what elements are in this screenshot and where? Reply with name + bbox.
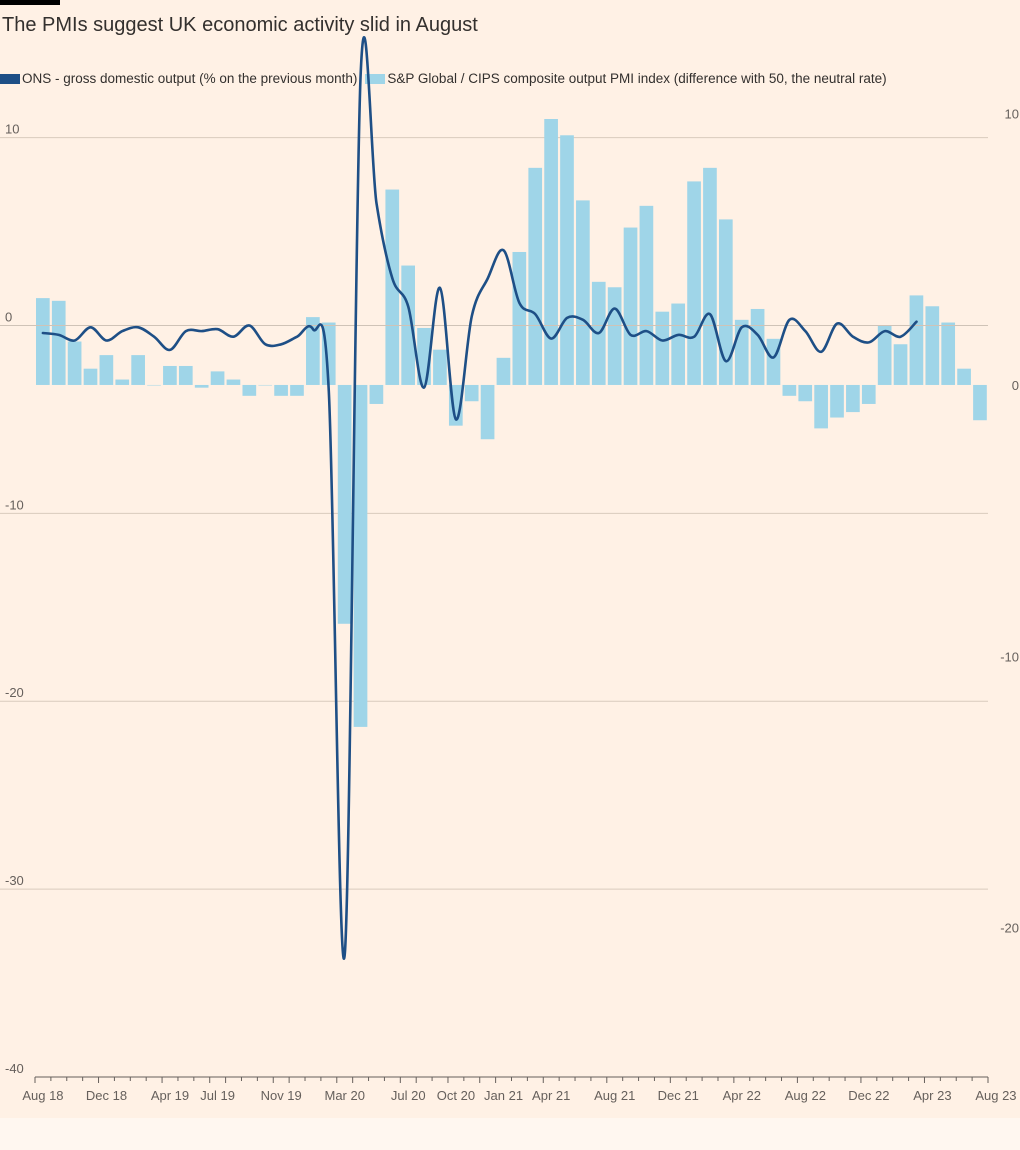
x-tick-label: Apr 21: [532, 1088, 570, 1103]
pmi-bar: [433, 349, 447, 385]
pmi-bar: [258, 384, 273, 386]
pmi-bar: [861, 384, 876, 404]
legend-item-gdp: ONS - gross domestic output (% on the pr…: [0, 71, 357, 86]
x-tick-label: Mar 20: [324, 1088, 364, 1103]
pmi-bar: [576, 200, 590, 385]
x-tick-label: Aug 22: [785, 1088, 826, 1103]
pmi-bar: [194, 384, 209, 388]
pmi-bar: [528, 167, 543, 385]
pmi-bar: [973, 384, 987, 421]
legend-label-gdp: ONS - gross domestic output (% on the pr…: [22, 71, 358, 86]
left-tick-label: -40: [5, 1061, 24, 1076]
pmi-bar: [687, 181, 701, 385]
pmi-bar: [337, 384, 352, 624]
pmi-bar: [163, 365, 177, 385]
right-tick-label: 0: [1012, 378, 1019, 393]
right-axis: 10 0 -10 -20: [1000, 107, 1019, 936]
pmi-bar: [639, 205, 654, 385]
x-tick-label: Dec 21: [658, 1088, 699, 1103]
pmi-bar: [496, 357, 511, 385]
left-tick-label: -10: [5, 497, 24, 512]
pmi-bar: [909, 295, 924, 385]
pmi-bar: [210, 371, 225, 385]
pmi-bar: [734, 319, 749, 385]
left-tick-label: -30: [5, 873, 24, 888]
pmi-bar: [830, 384, 844, 418]
brand-bar: [0, 0, 60, 5]
pmi-bar: [226, 379, 241, 385]
pmi-bar: [353, 384, 368, 727]
right-tick-label: -10: [1000, 649, 1019, 664]
gridlines: [0, 137, 988, 890]
x-tick-label: Apr 22: [723, 1088, 761, 1103]
x-tick-label: Apr 23: [913, 1088, 951, 1103]
legend-item-pmi: S&P Global / CIPS composite output PMI i…: [365, 71, 887, 86]
x-tick-label: Jul 19: [200, 1088, 235, 1103]
x-tick-label: Aug 21: [594, 1088, 635, 1103]
pmi-bar: [131, 355, 145, 385]
pmi-bar: [846, 384, 860, 413]
legend-swatch-pmi: [365, 73, 386, 84]
pmi-bar: [464, 384, 479, 402]
x-tick-label: Apr 19: [151, 1088, 189, 1103]
pmi-bar: [798, 384, 813, 402]
left-tick-label: 0: [5, 309, 12, 324]
footer-band: [0, 1118, 1020, 1150]
pmi-bar: [99, 355, 114, 385]
x-tick-label: Dec 22: [848, 1088, 889, 1103]
left-axis: 10 0 -10 -20 -30 -40: [5, 122, 24, 1076]
left-tick-label: 10: [5, 122, 19, 137]
pmi-bar: [893, 344, 908, 385]
pmi-bar: [560, 135, 574, 385]
pmi-bar: [178, 365, 193, 385]
x-tick-label: Dec 18: [86, 1088, 127, 1103]
pmi-bar: [115, 379, 130, 385]
gdp-line-path: [41, 36, 918, 960]
pmi-bar: [671, 303, 686, 385]
pmi-bar: [957, 368, 971, 385]
x-axis: Aug 18 Dec 18 Apr 19 Jul 19 Nov 19 Mar 20 Jul …: [22, 1076, 1017, 1103]
pmi-bar: [703, 167, 717, 385]
pmi-bar: [147, 384, 161, 386]
gdp-line: [41, 36, 918, 960]
left-tick-label: -20: [5, 685, 24, 700]
x-tick-label: Aug 18: [22, 1088, 63, 1103]
pmi-bar: [274, 384, 288, 396]
right-tick-label: 10: [1005, 107, 1019, 122]
pmi-bar: [814, 384, 828, 429]
pmi-bar: [242, 384, 257, 396]
x-tick-label: Jan 21: [484, 1088, 523, 1103]
legend-label-pmi: S&P Global / CIPS composite output PMI i…: [387, 71, 887, 86]
pmi-bar: [36, 298, 50, 385]
pmi-bar: [750, 308, 765, 385]
x-tick-label: Nov 19: [261, 1088, 302, 1103]
pmi-bar: [512, 251, 527, 385]
pmi-bar: [306, 317, 320, 385]
pmi-bar: [385, 189, 400, 385]
legend-swatch-gdp: [0, 73, 20, 84]
pmi-bar: [607, 287, 622, 385]
pmi-bar: [369, 384, 384, 404]
pmi-bar: [925, 306, 940, 385]
pmi-bar: [67, 341, 82, 385]
legend: ONS - gross domestic output (% on the pr…: [0, 71, 895, 86]
right-tick-label: -20: [1000, 921, 1019, 936]
pmi-bar: [877, 325, 892, 385]
x-tick-label: Oct 20: [437, 1088, 475, 1103]
x-tick-label: Aug 23: [975, 1088, 1016, 1103]
pmi-bar: [544, 118, 558, 385]
pmi-bar: [718, 219, 733, 385]
pmi-bar: [782, 384, 797, 396]
x-tick-label: Jul 20: [391, 1088, 426, 1103]
pmi-bars: [36, 118, 987, 727]
pmi-bar: [51, 300, 66, 385]
pmi-bar: [655, 311, 670, 385]
pmi-bar: [290, 384, 304, 396]
pmi-bar: [941, 322, 956, 385]
chart-title: The PMIs suggest UK economic activity sl…: [2, 14, 478, 36]
pmi-bar: [623, 227, 638, 385]
pmi-bar: [83, 368, 98, 385]
pmi-bar: [480, 384, 495, 440]
